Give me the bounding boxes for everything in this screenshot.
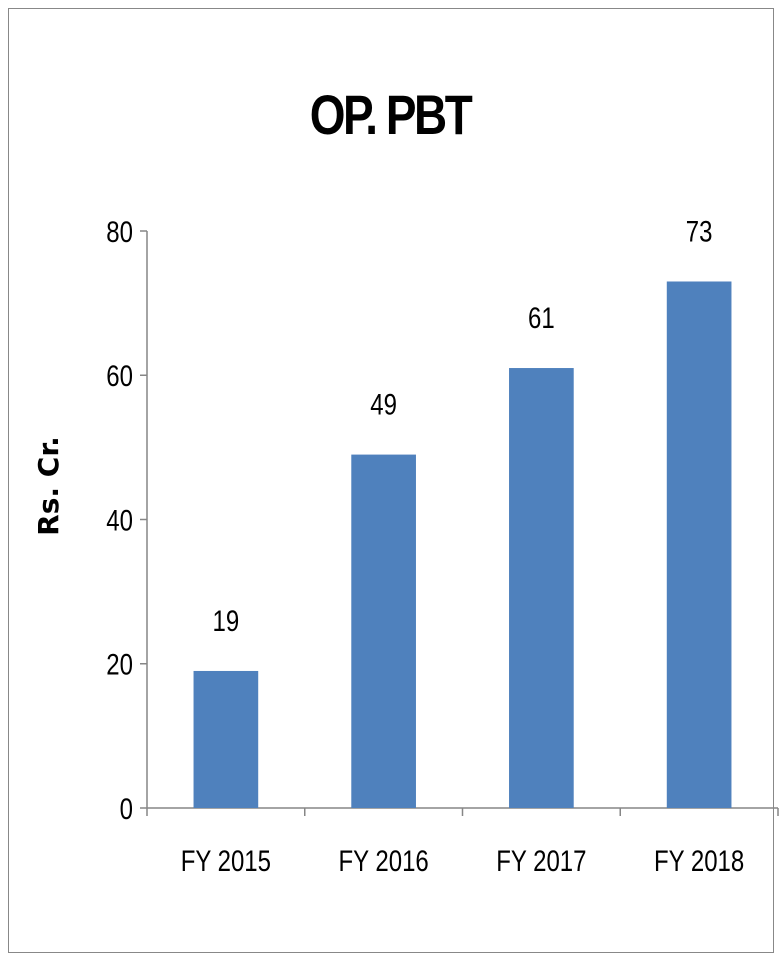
data-label: 49 bbox=[370, 387, 397, 421]
y-tick-label: 40 bbox=[106, 503, 133, 537]
chart-title: OP. PBT bbox=[309, 83, 473, 146]
bar-fy-2016 bbox=[351, 454, 416, 808]
bar-fy-2017 bbox=[509, 368, 574, 808]
data-label: 61 bbox=[528, 300, 555, 334]
x-tick-label: FY 2016 bbox=[338, 843, 428, 877]
x-tick-label: FY 2018 bbox=[654, 843, 744, 877]
y-tick-label: 80 bbox=[106, 214, 133, 248]
y-tick-label: 60 bbox=[106, 359, 133, 393]
y-tick-label: 0 bbox=[120, 791, 133, 825]
bar-fy-2015 bbox=[193, 670, 259, 808]
bar-fy-2018 bbox=[666, 281, 732, 808]
y-tick-label: 20 bbox=[106, 647, 133, 681]
data-label: 19 bbox=[213, 603, 240, 637]
x-tick-label: FY 2017 bbox=[496, 843, 586, 877]
data-label: 73 bbox=[686, 214, 713, 248]
y-axis-label: Rs. Cr. bbox=[32, 436, 65, 536]
x-tick-label: FY 2015 bbox=[181, 843, 271, 877]
